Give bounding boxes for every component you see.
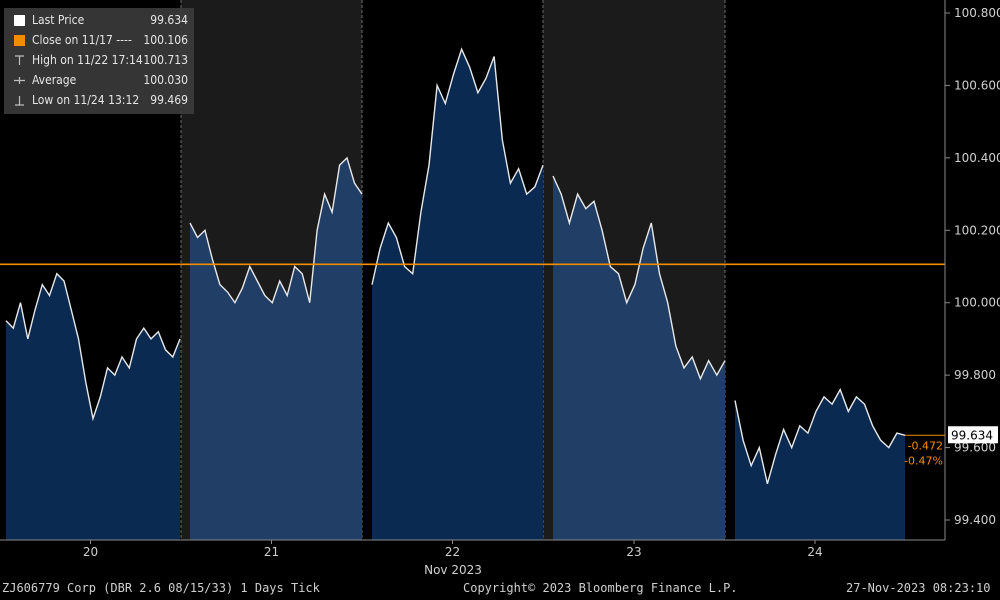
high-marker-icon — [15, 55, 24, 65]
legend: Last Price 99.634 Close on 11/17 ---- 10… — [4, 8, 194, 114]
average-marker-icon — [14, 77, 25, 84]
y-tick-label: 99.800 — [954, 368, 996, 382]
area-day-23 — [553, 176, 725, 540]
legend-high: High on 11/22 17:14 100.713 — [4, 52, 194, 70]
change-percent-label: -0.47% — [904, 454, 943, 467]
security-description: ZJ606779 Corp (DBR 2.6 08/15/33) 1 Days … — [2, 581, 320, 595]
x-tick-label-20: 20 — [83, 545, 98, 559]
area-day-21 — [190, 157, 362, 540]
copyright: Copyright© 2023 Bloomberg Finance L.P. — [463, 581, 738, 595]
square-orange-icon — [14, 35, 25, 46]
last-price-label: 99.634 — [951, 428, 993, 442]
price-line-day-20 — [5, 272, 181, 422]
timestamp: 27-Nov-2023 08:23:10 — [846, 581, 991, 595]
legend-close: Close on 11/17 ---- 100.106 — [4, 32, 194, 50]
x-tick-label-22: 22 — [445, 545, 460, 559]
change-absolute-label: -0.472 — [908, 439, 943, 452]
y-tick-label: 99.600 — [954, 441, 996, 455]
legend-low: Low on 11/24 13:12 99.469 — [4, 92, 194, 110]
low-marker-icon — [15, 96, 24, 106]
y-tick-label: 99.400 — [954, 513, 996, 527]
price-line-day-21 — [189, 156, 363, 305]
area-day-24 — [735, 389, 905, 540]
x-tick-label-24: 24 — [807, 545, 822, 559]
y-tick-label: 100.200 — [954, 223, 1000, 237]
square-white-icon — [14, 15, 25, 26]
price-line-day-23 — [552, 175, 726, 381]
y-tick-label: 100.600 — [954, 78, 1000, 92]
y-tick-label: 100.800 — [954, 6, 1000, 20]
price-line-day-24 — [734, 387, 906, 484]
y-tick-label: 100.000 — [954, 296, 1000, 310]
legend-average: Average 100.030 — [4, 72, 194, 90]
y-tick-label: 100.400 — [954, 151, 1000, 165]
x-tick-label-23: 23 — [626, 545, 641, 559]
legend-last-price: Last Price 99.634 — [4, 12, 194, 30]
price-line-day-22 — [371, 47, 544, 285]
last-price-box — [948, 426, 998, 444]
x-axis-label: Nov 2023 — [424, 563, 482, 577]
area-day-22 — [372, 49, 543, 540]
x-tick-label-21: 21 — [264, 545, 279, 559]
